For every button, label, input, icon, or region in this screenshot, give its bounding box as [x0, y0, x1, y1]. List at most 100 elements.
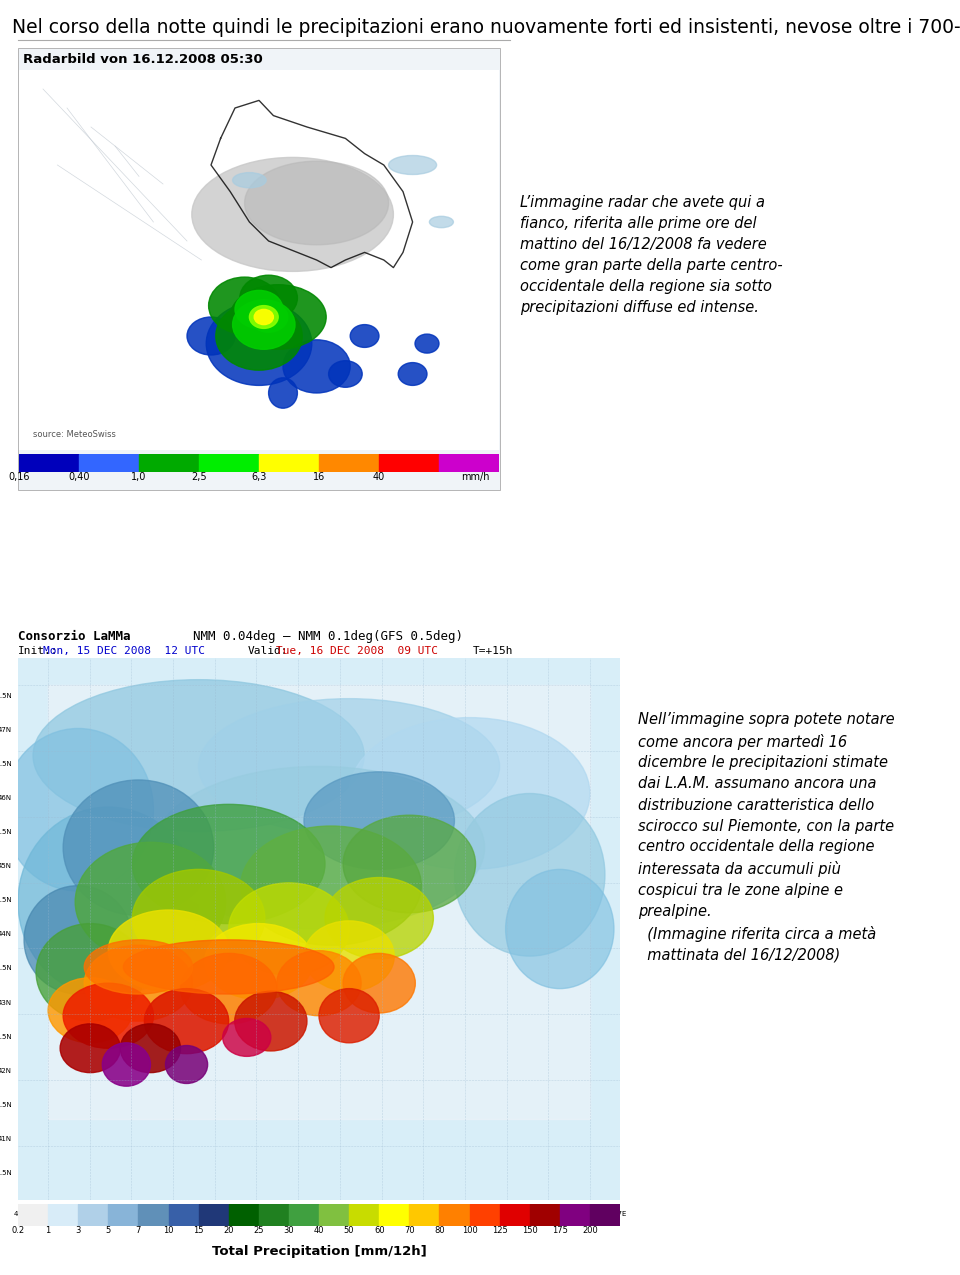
Ellipse shape — [343, 954, 416, 1014]
Text: 125: 125 — [492, 1227, 508, 1235]
Text: 16: 16 — [313, 472, 325, 482]
Text: 60: 60 — [373, 1227, 385, 1235]
Ellipse shape — [48, 978, 132, 1043]
Text: 9E: 9E — [245, 1211, 254, 1216]
Text: 47.5N: 47.5N — [0, 692, 12, 699]
Ellipse shape — [108, 910, 228, 992]
Text: 13E: 13E — [428, 1211, 442, 1216]
Text: 3: 3 — [76, 1227, 81, 1235]
Ellipse shape — [350, 325, 379, 347]
Bar — [379, 454, 439, 472]
Text: Tue, 16 DEC 2008  09 UTC: Tue, 16 DEC 2008 09 UTC — [276, 646, 438, 657]
Ellipse shape — [254, 310, 274, 325]
Bar — [259, 1204, 289, 1227]
Text: 43.5N: 43.5N — [0, 965, 12, 972]
Text: 4E: 4E — [13, 1211, 22, 1216]
Text: 150: 150 — [522, 1227, 538, 1235]
Text: NMM 0.04deg – NMM 0.1deg(GFS 0.5deg): NMM 0.04deg – NMM 0.1deg(GFS 0.5deg) — [193, 630, 463, 643]
Text: 5E: 5E — [60, 1211, 69, 1216]
Ellipse shape — [276, 951, 361, 1016]
Ellipse shape — [63, 780, 214, 915]
Text: Nell’immagine sopra potete notare
come ancora per martedì 16
dicembre le precipi: Nell’immagine sopra potete notare come a… — [638, 711, 895, 963]
Ellipse shape — [228, 882, 349, 975]
Text: 41.5N: 41.5N — [0, 1102, 12, 1108]
Text: 175: 175 — [552, 1227, 567, 1235]
Bar — [409, 1204, 440, 1227]
Text: 0.2: 0.2 — [12, 1227, 25, 1235]
Text: 8E: 8E — [199, 1211, 207, 1216]
Bar — [199, 1204, 228, 1227]
Ellipse shape — [132, 870, 265, 966]
Bar — [228, 1204, 259, 1227]
Bar — [108, 1204, 138, 1227]
Ellipse shape — [154, 766, 485, 929]
Ellipse shape — [415, 334, 439, 353]
Ellipse shape — [232, 172, 266, 187]
Text: 2,5: 2,5 — [191, 472, 206, 482]
Text: 44N: 44N — [0, 932, 12, 937]
Ellipse shape — [223, 1019, 271, 1057]
Text: 100: 100 — [462, 1227, 477, 1235]
Ellipse shape — [199, 699, 499, 834]
Bar — [319, 1204, 349, 1227]
Text: 12E: 12E — [382, 1211, 396, 1216]
Text: 200: 200 — [582, 1227, 598, 1235]
Text: 46.5N: 46.5N — [0, 761, 12, 768]
Text: 40.5N: 40.5N — [0, 1170, 12, 1176]
Text: 30: 30 — [283, 1227, 294, 1235]
Ellipse shape — [208, 277, 280, 334]
Text: Radarbild von 16.12.2008 05:30: Radarbild von 16.12.2008 05:30 — [23, 54, 263, 66]
Ellipse shape — [506, 870, 614, 988]
Text: 0,40: 0,40 — [68, 472, 89, 482]
Ellipse shape — [283, 340, 350, 393]
Ellipse shape — [165, 1046, 207, 1084]
Text: 15E: 15E — [520, 1211, 534, 1216]
Text: 7E: 7E — [153, 1211, 161, 1216]
Ellipse shape — [240, 275, 298, 321]
Ellipse shape — [216, 302, 302, 370]
Text: 6E: 6E — [107, 1211, 115, 1216]
Ellipse shape — [343, 815, 475, 913]
Text: Init.:: Init.: — [18, 646, 59, 657]
Bar — [499, 1204, 530, 1227]
Text: 46N: 46N — [0, 796, 12, 801]
Text: Valid:: Valid: — [248, 646, 289, 657]
Ellipse shape — [454, 793, 605, 956]
Bar — [138, 1204, 169, 1227]
Text: L’immagine radar che avete qui a
fianco, riferita alle prime ore del
mattino del: L’immagine radar che avete qui a fianco,… — [520, 195, 782, 315]
Text: source: MeteoSwiss: source: MeteoSwiss — [22, 442, 110, 453]
Text: Nel corso della notte quindi le precipitazioni erano nuovamente forti ed insiste: Nel corso della notte quindi le precipit… — [12, 18, 960, 37]
Text: 25: 25 — [253, 1227, 264, 1235]
Ellipse shape — [63, 983, 154, 1048]
Text: T=+15h: T=+15h — [473, 646, 514, 657]
Text: 41N: 41N — [0, 1136, 12, 1142]
Ellipse shape — [60, 1024, 120, 1072]
Text: 11E: 11E — [335, 1211, 348, 1216]
Text: 6,3: 6,3 — [252, 472, 267, 482]
Text: 1: 1 — [45, 1227, 51, 1235]
Text: 7: 7 — [135, 1227, 141, 1235]
Bar — [289, 1204, 319, 1227]
Bar — [349, 1204, 379, 1227]
Ellipse shape — [235, 291, 283, 329]
Ellipse shape — [325, 877, 433, 959]
Bar — [48, 1204, 78, 1227]
Ellipse shape — [349, 718, 589, 870]
Text: 43N: 43N — [0, 1000, 12, 1006]
Bar — [259, 454, 319, 472]
Text: 15: 15 — [193, 1227, 204, 1235]
Ellipse shape — [230, 284, 326, 349]
Ellipse shape — [235, 992, 307, 1051]
Ellipse shape — [398, 362, 427, 385]
Ellipse shape — [18, 807, 199, 997]
Bar — [18, 1204, 48, 1227]
Text: 42N: 42N — [0, 1067, 12, 1074]
Text: 44.5N: 44.5N — [0, 898, 12, 904]
Text: 20: 20 — [224, 1227, 234, 1235]
Ellipse shape — [33, 680, 364, 831]
Bar — [78, 1204, 108, 1227]
Ellipse shape — [75, 843, 226, 961]
Text: 50: 50 — [344, 1227, 354, 1235]
Ellipse shape — [84, 945, 193, 1021]
Ellipse shape — [250, 306, 278, 329]
